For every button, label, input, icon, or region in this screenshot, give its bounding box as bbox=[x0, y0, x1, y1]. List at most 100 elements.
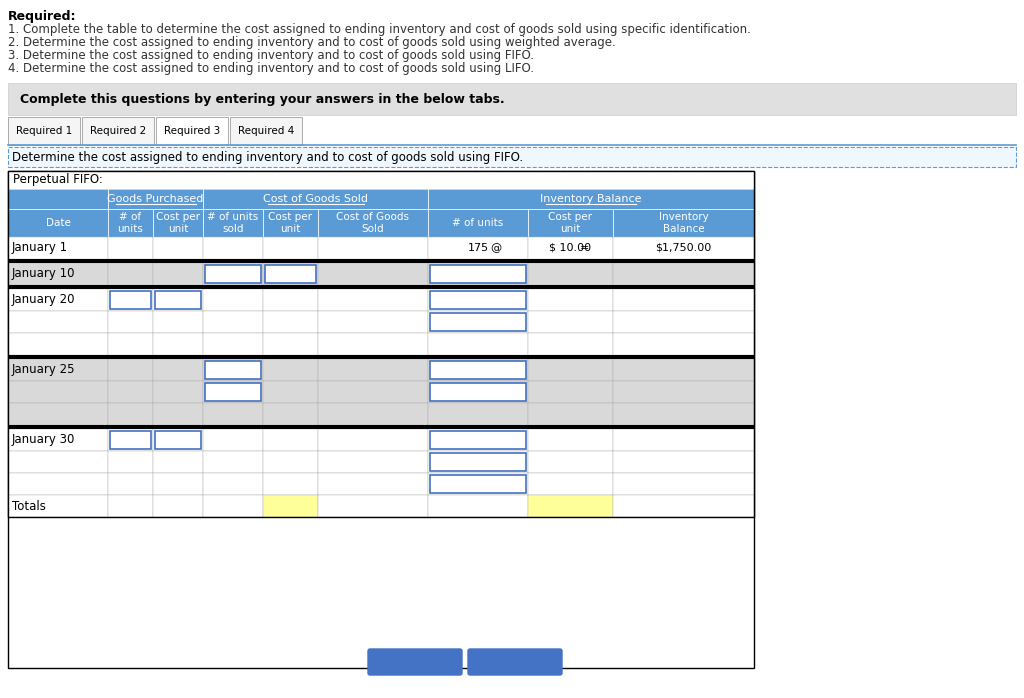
Bar bbox=[108, 263, 153, 285]
Bar bbox=[203, 209, 263, 237]
Bar bbox=[8, 285, 754, 289]
Text: Cost per
unit: Cost per unit bbox=[549, 212, 593, 234]
Bar bbox=[613, 381, 754, 403]
Bar bbox=[428, 473, 528, 495]
Bar bbox=[613, 263, 754, 285]
Bar bbox=[108, 289, 153, 311]
Text: Determine the cost assigned to ending inventory and to cost of goods sold using : Determine the cost assigned to ending in… bbox=[12, 151, 523, 163]
Text: Cost of Goods
Sold: Cost of Goods Sold bbox=[337, 212, 410, 234]
Text: January 25: January 25 bbox=[12, 364, 76, 376]
Bar bbox=[528, 403, 613, 425]
Text: # of
units: # of units bbox=[118, 212, 143, 234]
Bar bbox=[428, 429, 528, 451]
Bar bbox=[528, 473, 613, 495]
Bar bbox=[108, 333, 153, 355]
Text: Inventory Balance: Inventory Balance bbox=[541, 194, 642, 204]
Bar bbox=[528, 263, 613, 285]
Bar bbox=[153, 495, 203, 517]
Bar bbox=[528, 333, 613, 355]
Bar bbox=[8, 289, 108, 311]
Bar bbox=[318, 429, 428, 451]
Bar bbox=[318, 495, 428, 517]
Bar bbox=[263, 359, 318, 381]
Text: Goods Purchased: Goods Purchased bbox=[108, 194, 204, 204]
Bar bbox=[153, 403, 203, 425]
Bar bbox=[263, 237, 318, 259]
Bar bbox=[153, 359, 203, 381]
Bar bbox=[430, 475, 526, 493]
Text: 1. Complete the table to determine the cost assigned to ending inventory and cos: 1. Complete the table to determine the c… bbox=[8, 23, 751, 36]
Text: $1,750.00: $1,750.00 bbox=[655, 243, 712, 253]
Bar bbox=[153, 333, 203, 355]
Bar bbox=[8, 171, 754, 517]
Bar bbox=[108, 381, 153, 403]
Bar bbox=[318, 359, 428, 381]
Bar bbox=[82, 117, 154, 145]
Bar bbox=[156, 117, 228, 145]
Text: 175: 175 bbox=[467, 243, 488, 253]
Bar bbox=[8, 355, 754, 359]
Bar bbox=[318, 263, 428, 285]
Bar bbox=[263, 263, 318, 285]
Bar bbox=[8, 171, 754, 189]
Bar bbox=[428, 189, 754, 209]
Bar bbox=[263, 429, 318, 451]
Bar bbox=[528, 359, 613, 381]
Bar bbox=[108, 495, 153, 517]
Text: =: = bbox=[580, 243, 589, 253]
Bar bbox=[613, 209, 754, 237]
Text: # of units: # of units bbox=[453, 218, 504, 228]
Bar bbox=[428, 237, 528, 259]
Bar bbox=[153, 473, 203, 495]
Bar bbox=[153, 289, 203, 311]
Bar bbox=[8, 259, 754, 263]
Bar bbox=[203, 333, 263, 355]
Bar bbox=[8, 451, 108, 473]
Text: Perpetual FIFO:: Perpetual FIFO: bbox=[13, 174, 102, 186]
Bar bbox=[108, 473, 153, 495]
Bar bbox=[318, 403, 428, 425]
Bar bbox=[203, 451, 263, 473]
Bar bbox=[263, 495, 318, 517]
Bar bbox=[230, 117, 302, 145]
Bar bbox=[263, 289, 318, 311]
Bar bbox=[613, 451, 754, 473]
Bar bbox=[108, 189, 203, 209]
Bar bbox=[263, 333, 318, 355]
Bar bbox=[108, 311, 153, 333]
Bar bbox=[428, 333, 528, 355]
Text: $ 10.00: $ 10.00 bbox=[550, 243, 592, 253]
Bar bbox=[613, 359, 754, 381]
Bar bbox=[108, 429, 153, 451]
Bar bbox=[528, 429, 613, 451]
Bar bbox=[263, 381, 318, 403]
Bar bbox=[318, 451, 428, 473]
Bar bbox=[430, 361, 526, 379]
Bar bbox=[263, 451, 318, 473]
Text: Complete this questions by entering your answers in the below tabs.: Complete this questions by entering your… bbox=[20, 93, 505, 105]
Text: Totals: Totals bbox=[12, 500, 46, 512]
Text: Cost of Goods Sold: Cost of Goods Sold bbox=[263, 194, 368, 204]
Bar bbox=[428, 359, 528, 381]
Bar bbox=[528, 289, 613, 311]
Bar bbox=[110, 431, 151, 449]
Bar bbox=[528, 495, 613, 517]
Bar bbox=[205, 265, 261, 283]
Text: Required 2: Required 2 bbox=[90, 126, 146, 136]
Bar bbox=[318, 333, 428, 355]
Bar bbox=[528, 209, 613, 237]
Bar bbox=[263, 209, 318, 237]
Bar bbox=[8, 147, 1016, 167]
Bar bbox=[203, 263, 263, 285]
Text: @: @ bbox=[490, 243, 502, 253]
Bar bbox=[613, 495, 754, 517]
Bar bbox=[153, 429, 203, 451]
Bar bbox=[153, 381, 203, 403]
Bar bbox=[8, 117, 80, 145]
Bar bbox=[153, 311, 203, 333]
Bar bbox=[8, 237, 108, 259]
Bar bbox=[8, 333, 108, 355]
Bar bbox=[613, 473, 754, 495]
FancyBboxPatch shape bbox=[468, 649, 562, 675]
Bar bbox=[263, 403, 318, 425]
